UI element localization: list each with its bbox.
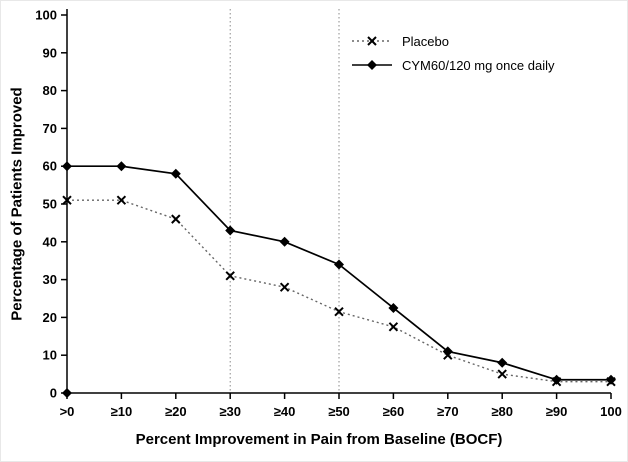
x-tick-label: 100 [600, 404, 622, 419]
x-axis-title: Percent Improvement in Pain from Baselin… [135, 431, 503, 448]
legend-label-placebo: Placebo [402, 33, 449, 49]
placebo-line-sample-icon [352, 36, 392, 46]
diamond-marker [279, 236, 290, 247]
x-tick-label: ≥40 [274, 404, 296, 419]
legend-label-cym: CYM60/120 mg once daily [402, 57, 555, 73]
y-tick-label: 20 [43, 310, 57, 325]
legend: Placebo CYM60/120 mg once daily [351, 31, 554, 75]
diamond-marker [606, 374, 616, 385]
diamond-marker [62, 161, 72, 172]
x-tick-label: ≥50 [328, 404, 350, 419]
x-tick-label: ≥90 [546, 404, 568, 419]
diamond-marker [497, 357, 508, 368]
y-tick-label: 90 [43, 45, 57, 60]
diamond-marker [551, 374, 562, 385]
y-tick-label: 10 [43, 348, 57, 363]
x-marker [497, 369, 507, 379]
x-tick-label: ≥10 [111, 404, 133, 419]
y-tick-label: 100 [35, 8, 57, 23]
x-marker [279, 282, 290, 292]
x-marker [62, 195, 72, 205]
series-cym [62, 161, 616, 385]
x-marker [116, 195, 127, 205]
y-tick-label: 70 [43, 121, 57, 136]
x-tick-label: ≥20 [165, 404, 187, 419]
x-tick-label: ≥30 [219, 404, 241, 419]
y-tick-label: 50 [43, 197, 57, 212]
x-marker [225, 271, 235, 281]
x-marker [171, 214, 181, 224]
diamond-marker [116, 161, 127, 172]
y-axis-title: Percentage of Patients Improved [8, 87, 26, 321]
y-tick-label: 30 [43, 272, 57, 287]
x-tick-label: ≥70 [437, 404, 459, 419]
diamond-marker [170, 168, 181, 179]
x-tick-label: >0 [60, 404, 75, 419]
legend-item-cym: CYM60/120 mg once daily [351, 55, 554, 75]
y-tick-label: 40 [43, 234, 57, 249]
diamond-marker [62, 388, 72, 398]
legend-item-placebo: Placebo [351, 31, 554, 51]
x-tick-label: ≥60 [383, 404, 405, 419]
x-marker [334, 307, 344, 317]
y-tick-label: 80 [43, 83, 57, 98]
diamond-marker [388, 302, 399, 313]
diamond-marker [442, 346, 453, 357]
x-marker [388, 322, 399, 332]
y-tick-label: 60 [43, 159, 57, 174]
cym-line-sample-icon [352, 60, 392, 70]
diamond-marker [334, 259, 344, 270]
y-tick-label: 0 [50, 386, 57, 401]
x-tick-label: ≥80 [491, 404, 513, 419]
diamond-marker [225, 225, 236, 236]
